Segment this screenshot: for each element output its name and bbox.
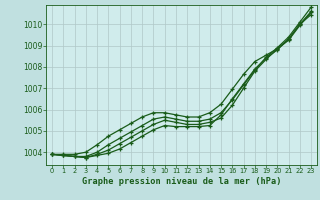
X-axis label: Graphe pression niveau de la mer (hPa): Graphe pression niveau de la mer (hPa) bbox=[82, 177, 281, 186]
